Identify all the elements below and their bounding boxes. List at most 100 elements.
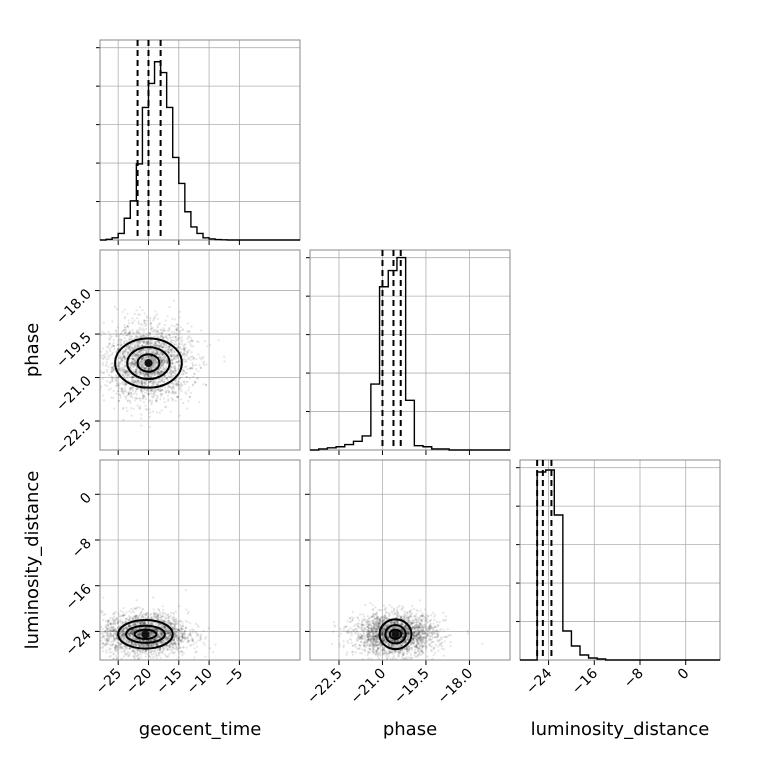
scatter-point — [141, 608, 144, 611]
scatter-point — [126, 375, 129, 378]
scatter-point — [126, 371, 129, 374]
scatter-point — [148, 380, 151, 383]
scatter-point — [148, 342, 151, 345]
scatter-point — [112, 390, 115, 393]
scatter-point — [152, 360, 155, 363]
scatter-point — [164, 349, 167, 353]
scatter-point — [166, 362, 169, 365]
scatter-point — [163, 342, 166, 345]
scatter-point — [117, 383, 120, 386]
scatter-point — [134, 391, 137, 394]
scatter-point — [156, 371, 159, 374]
scatter-point — [121, 373, 124, 376]
scatter-point — [142, 622, 145, 625]
scatter-point — [132, 392, 135, 396]
scatter-point — [184, 347, 187, 350]
scatter-point — [161, 336, 164, 339]
scatter-point — [137, 332, 140, 335]
scatter-point — [93, 617, 95, 619]
scatter-point — [170, 354, 173, 357]
scatter-point — [129, 373, 133, 376]
scatter-point — [117, 619, 120, 622]
scatter-point — [139, 407, 142, 410]
scatter-point — [160, 359, 163, 362]
scatter-point — [132, 365, 135, 368]
scatter-point — [113, 619, 116, 622]
scatter-point — [117, 399, 121, 402]
scatter-point — [189, 391, 192, 394]
scatter-point — [145, 316, 148, 319]
scatter-point — [128, 346, 131, 350]
scatter-point — [163, 359, 166, 362]
scatter-point — [170, 353, 173, 356]
scatter-point — [116, 641, 119, 644]
scatter-point — [140, 391, 143, 394]
scatter-point — [129, 344, 132, 347]
scatter-point — [140, 348, 143, 352]
scatter-point — [172, 386, 175, 389]
scatter-point — [159, 355, 162, 358]
scatter-point — [124, 361, 127, 364]
scatter-point — [132, 362, 135, 365]
scatter-point — [159, 342, 162, 345]
scatter-point — [175, 328, 178, 332]
y-tick-label: −19.5 — [53, 330, 95, 372]
scatter-point — [170, 611, 173, 615]
scatter-point — [119, 396, 122, 399]
scatter-point — [141, 309, 144, 312]
scatter-point — [167, 351, 170, 354]
scatter-point — [94, 350, 96, 352]
scatter-point — [152, 388, 155, 391]
scatter-point — [152, 381, 156, 384]
scatter-point — [170, 355, 173, 358]
scatter-point — [147, 649, 150, 652]
scatter-point — [131, 376, 134, 379]
contour-level — [114, 337, 183, 389]
scatter-point — [127, 332, 131, 335]
scatter-point — [130, 367, 133, 370]
scatter-point — [144, 368, 148, 371]
scatter-point — [155, 411, 158, 414]
scatter-point — [202, 383, 205, 386]
scatter-point — [165, 336, 168, 339]
scatter-point — [113, 644, 117, 647]
scatter-point — [170, 386, 173, 389]
scatter-point — [152, 652, 155, 656]
scatter-point — [131, 376, 134, 379]
scatter-point — [170, 650, 173, 653]
scatter-point — [137, 320, 140, 323]
scatter-point — [125, 397, 128, 400]
scatter-point — [108, 381, 111, 384]
scatter-point — [125, 611, 128, 614]
scatter-point — [184, 343, 187, 346]
scatter-point — [138, 349, 142, 352]
scatter-point — [154, 310, 157, 313]
scatter-point — [159, 616, 162, 620]
scatter-point — [166, 315, 169, 318]
scatter-point — [170, 331, 173, 334]
scatter-point — [151, 358, 154, 361]
scatter-point — [185, 380, 188, 383]
scatter-point — [115, 377, 118, 380]
scatter-point — [175, 327, 178, 330]
scatter-point — [174, 361, 177, 364]
scatter-point — [110, 370, 113, 373]
scatter-point — [170, 339, 173, 342]
scatter-point — [157, 613, 160, 616]
scatter-point — [147, 368, 150, 371]
scatter-point — [127, 332, 131, 335]
scatter-point — [82, 357, 84, 359]
scatter-point — [144, 408, 147, 411]
scatter-point — [176, 360, 179, 363]
scatter-point — [159, 651, 162, 655]
scatter-point — [143, 322, 147, 325]
scatter-point — [178, 383, 181, 387]
scatter-point — [158, 641, 161, 644]
scatter-point — [165, 377, 168, 380]
scatter-point — [173, 318, 176, 321]
scatter-point — [140, 357, 143, 360]
scatter-point — [196, 624, 199, 627]
scatter-point — [160, 379, 163, 382]
scatter-point — [126, 332, 129, 335]
scatter-point — [100, 355, 101, 357]
